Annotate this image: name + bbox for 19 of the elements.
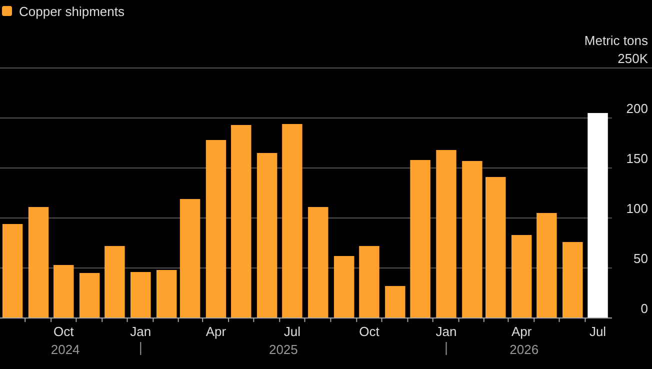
y-axis-title: Metric tons: [584, 33, 648, 48]
x-tick-label: Jul: [589, 324, 606, 339]
text: 2026: [510, 342, 539, 357]
y-tick-label: 50: [634, 251, 648, 266]
legend-label: Copper shipments: [19, 4, 125, 19]
x-tick-label: Jan: [130, 324, 152, 339]
y-tick-label: 0: [640, 301, 648, 316]
x-tick-label: Oct: [359, 324, 380, 339]
x-tick-label: Oct: [54, 324, 74, 339]
y-tick-label: 200: [626, 101, 648, 116]
text: 2024: [50, 342, 80, 357]
x-tick-label: Apr: [206, 324, 227, 339]
x-tick-label: Jul: [284, 324, 301, 339]
y-tick-label: 100: [626, 201, 648, 216]
x-tick-label: Apr: [511, 324, 532, 339]
text: 2025: [268, 342, 298, 357]
x-tick-label: Jan: [436, 324, 457, 339]
y-tick-label: 150: [626, 151, 648, 166]
y-tick-label: 250K: [618, 51, 648, 66]
